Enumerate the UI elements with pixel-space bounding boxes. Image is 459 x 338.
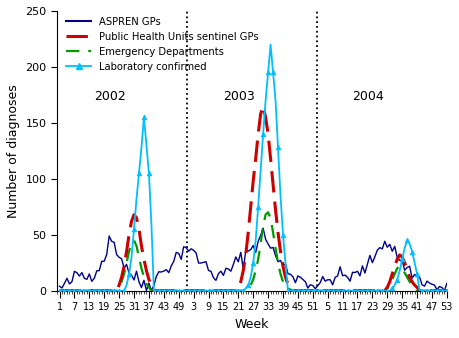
Text: 2003: 2003 (223, 91, 255, 103)
Legend: ASPREN GPs, Public Health Units sentinel GPs, Emergency Departments, Laboratory : ASPREN GPs, Public Health Units sentinel… (62, 13, 262, 76)
Text: 2002: 2002 (94, 91, 126, 103)
X-axis label: Week: Week (234, 318, 269, 331)
Text: 2004: 2004 (352, 91, 383, 103)
Y-axis label: Number of diagnoses: Number of diagnoses (7, 84, 20, 218)
